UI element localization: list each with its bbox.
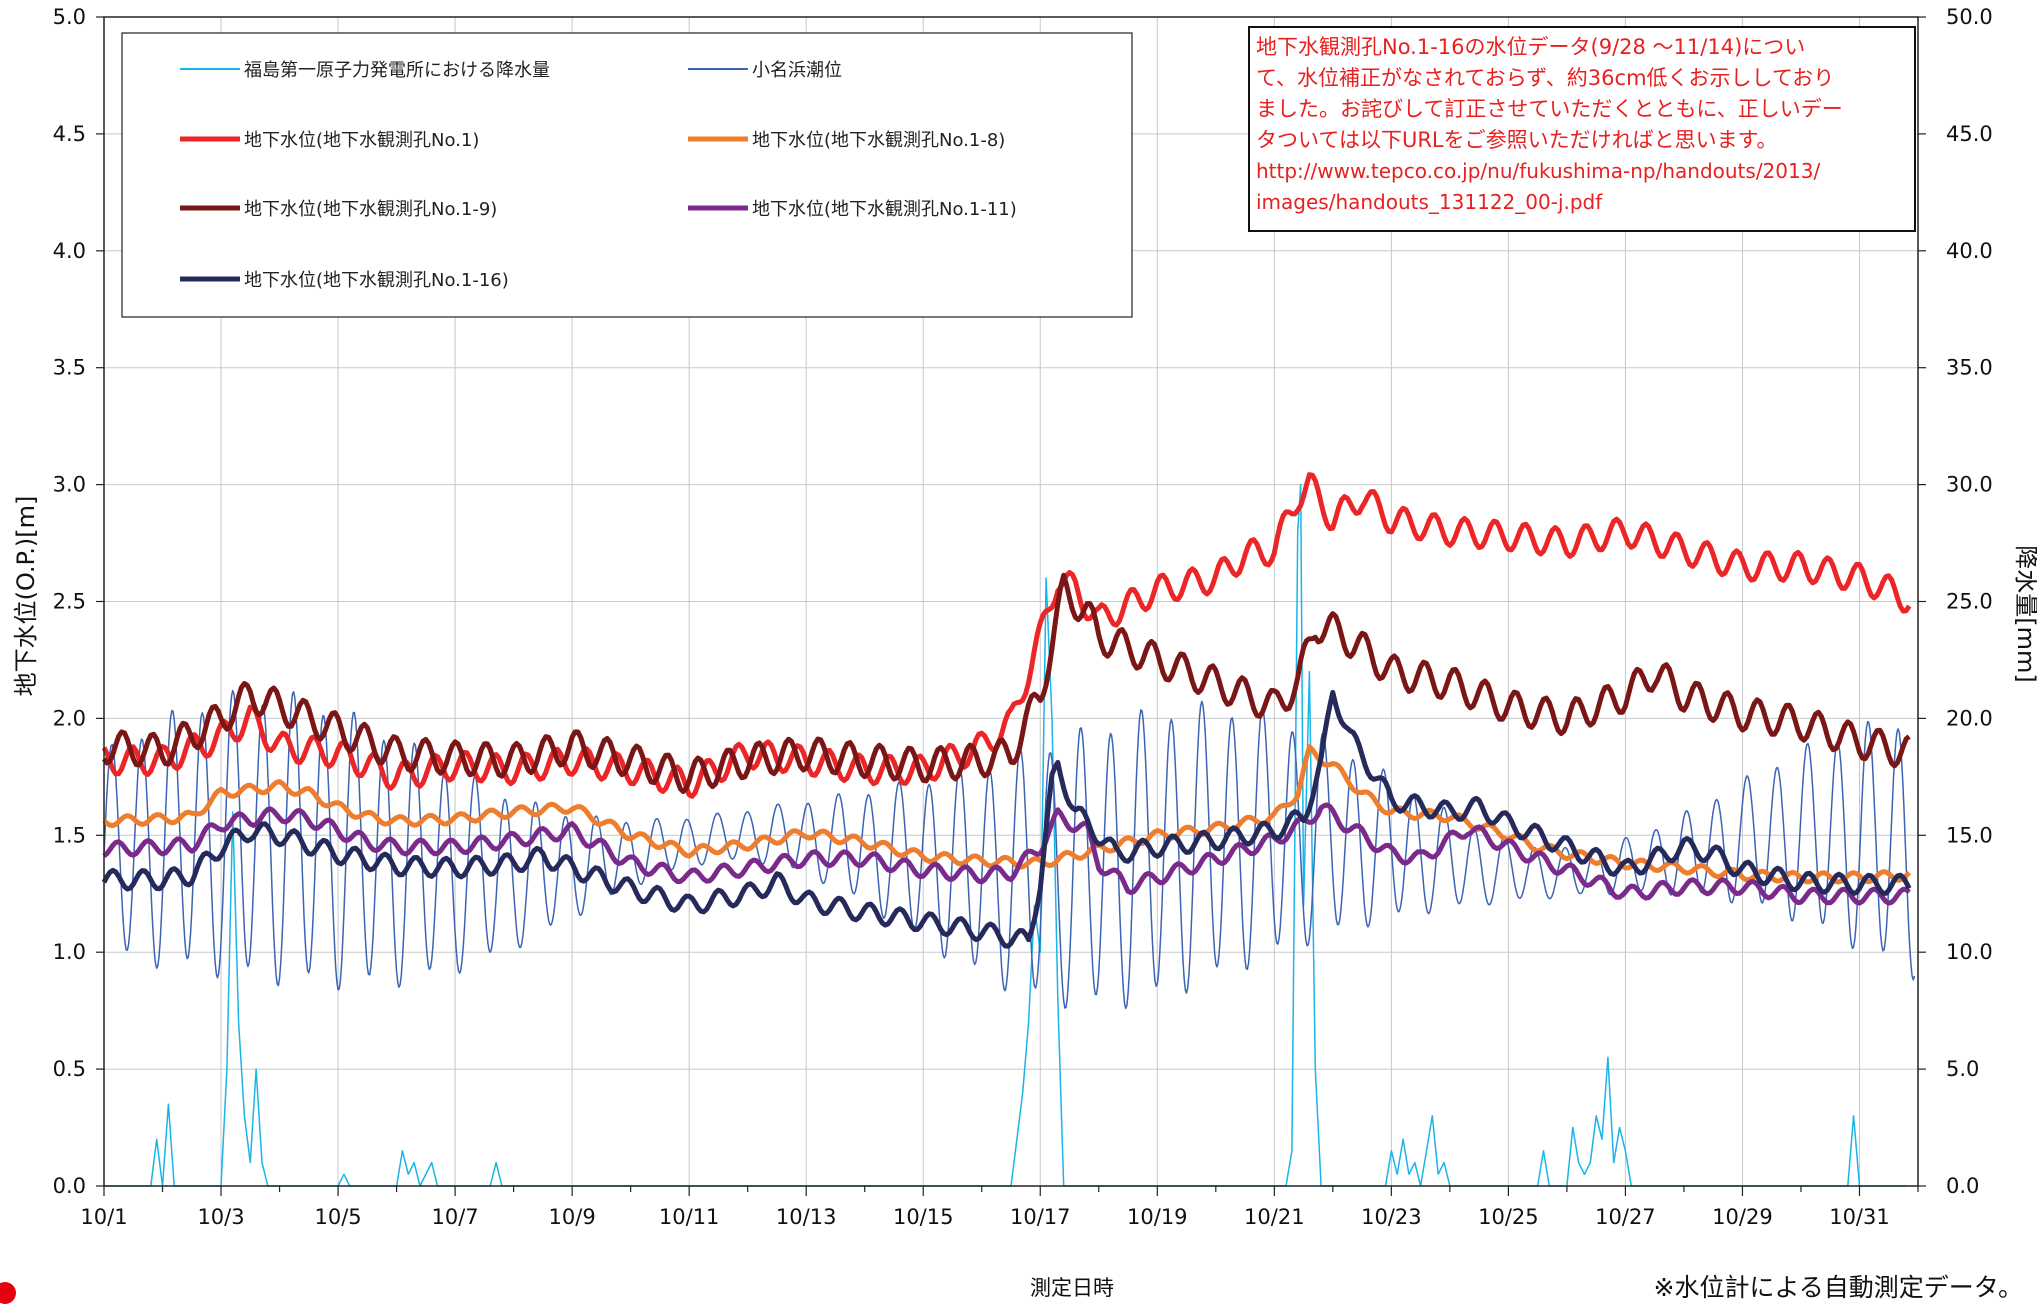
legend-entry: 地下水位(地下水観測孔No.1-11) <box>752 199 1017 220</box>
x-tick-label: 10/3 <box>197 1205 244 1229</box>
x-tick-label: 10/23 <box>1361 1205 1422 1229</box>
y-right-tick-label: 35.0 <box>1946 356 1993 380</box>
legend-entry: 地下水位(地下水観測孔No.1) <box>244 130 479 151</box>
y-left-tick-label: 0.5 <box>53 1057 86 1081</box>
x-tick-label: 10/21 <box>1244 1205 1305 1229</box>
x-tick-label: 10/29 <box>1712 1205 1773 1229</box>
y-left-tick-label: 4.5 <box>53 122 86 146</box>
plot-series <box>101 472 1916 1187</box>
y-right-tick-label: 45.0 <box>1946 122 1993 146</box>
series-line-4 <box>101 572 1911 794</box>
x-tick-label: 10/5 <box>314 1205 361 1229</box>
x-tick-label: 10/11 <box>659 1205 720 1229</box>
y-left-tick-label: 4.0 <box>53 239 86 263</box>
y-right-tick-label: 40.0 <box>1946 239 1993 263</box>
legend-entry: 地下水位(地下水観測孔No.1-8) <box>752 130 1005 151</box>
x-tick-label: 10/25 <box>1478 1205 1539 1229</box>
x-tick-label: 10/17 <box>1010 1205 1071 1229</box>
axes: 0.0 0.5 1.0 1.5 2.0 2.5 3.0 3.5 4.0 4.5 5.0 0.0 5.0 1… <box>53 5 1993 1229</box>
series-line-5 <box>102 802 1911 906</box>
legend-entry: 小名浜潮位 <box>752 60 842 81</box>
notice-url-link[interactable]: images/handouts_131122_00-j.pdf <box>1256 190 1603 214</box>
series-line-3 <box>102 744 1911 885</box>
legend-entry: 地下水位(地下水観測孔No.1-16) <box>244 270 509 291</box>
x-tick-label: 10/19 <box>1127 1205 1188 1229</box>
notice-url-link[interactable]: http://www.tepco.co.jp/nu/fukushima-np/h… <box>1256 159 1821 183</box>
y-right-tick-label: 10.0 <box>1946 940 1993 964</box>
y-left-tick-label: 3.5 <box>53 356 86 380</box>
legend-box <box>121 32 1133 318</box>
x-tick-label: 10/1 <box>80 1205 127 1229</box>
y-right-tick-label: 25.0 <box>1946 590 1993 614</box>
y-left-tick-label: 1.0 <box>53 940 86 964</box>
y-right-tick-label: 15.0 <box>1946 823 1993 847</box>
notice-line: 地下水観測孔No.1-16の水位データ(9/28 〜11/14)につい <box>1256 35 1806 59</box>
correction-notice: 地下水観測孔No.1-16の水位データ(9/28 〜11/14)につい て、水位… <box>1248 26 1916 232</box>
x-tick-label: 10/7 <box>432 1205 479 1229</box>
legend-entry: 福島第一原子力発電所における降水量 <box>244 60 550 81</box>
x-tick-label: 10/27 <box>1595 1205 1656 1229</box>
corner-mark-icon <box>0 1282 16 1304</box>
x-tick-label: 10/9 <box>549 1205 596 1229</box>
y-left-tick-label: 2.0 <box>53 706 86 730</box>
x-tick-label: 10/15 <box>893 1205 954 1229</box>
y-axis-right-title: 降水量[mm] <box>2012 545 2037 682</box>
y-axis-left-title: 地下水位(O.P.)[m] <box>12 496 40 697</box>
notice-line: て、水位補正がなされておらず、約36cm低くお示ししており <box>1256 66 1835 90</box>
notice-line: ました。お詫びして訂正させていただくとともに、正しいデー <box>1256 97 1843 121</box>
series-line-6 <box>101 689 1912 949</box>
footnote: ※水位計による自動測定データ。 <box>1653 1273 2023 1302</box>
y-right-tick-label: 0.0 <box>1946 1174 1979 1198</box>
x-axis-title: 測定日時 <box>1030 1276 1114 1300</box>
y-left-tick-label: 5.0 <box>53 5 86 29</box>
y-right-tick-label: 20.0 <box>1946 706 1993 730</box>
x-tick-label: 10/31 <box>1829 1205 1890 1229</box>
y-left-tick-label: 0.0 <box>53 1174 86 1198</box>
y-left-tick-label: 2.5 <box>53 590 86 614</box>
y-left-tick-label: 3.0 <box>53 473 86 497</box>
y-right-tick-label: 5.0 <box>1946 1057 1979 1081</box>
legend-entry: 地下水位(地下水観測孔No.1-9) <box>244 199 497 220</box>
notice-line: タついては以下URLをご参照いただければと思います。 <box>1256 128 1778 152</box>
y-left-tick-label: 1.5 <box>53 823 86 847</box>
y-right-tick-label: 50.0 <box>1946 5 1993 29</box>
x-tick-label: 10/13 <box>776 1205 837 1229</box>
y-right-tick-label: 30.0 <box>1946 473 1993 497</box>
